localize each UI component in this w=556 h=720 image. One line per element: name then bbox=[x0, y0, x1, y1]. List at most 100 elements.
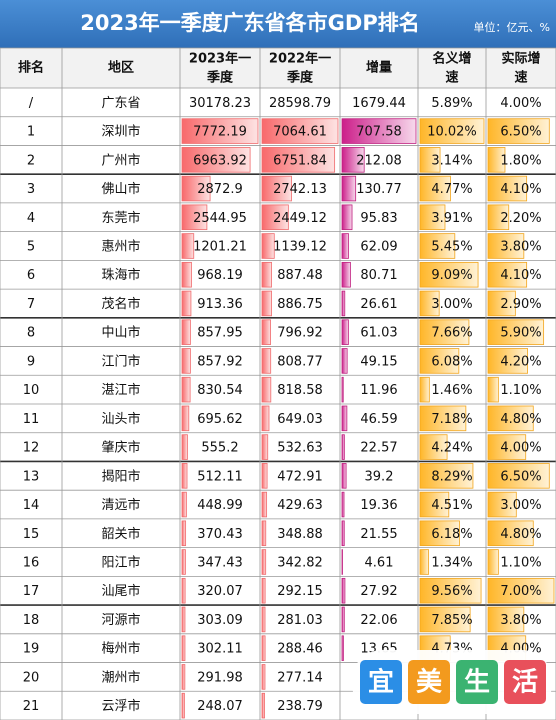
data-bar bbox=[181, 348, 191, 374]
data-bar bbox=[487, 175, 528, 202]
cell: 347.43 bbox=[197, 556, 243, 571]
cell: 3 bbox=[27, 182, 35, 197]
data-bar bbox=[261, 233, 275, 259]
data-bar bbox=[341, 261, 351, 288]
data-bar bbox=[487, 348, 528, 374]
cell: 湛江市 bbox=[101, 382, 140, 398]
header-cell: 名义增 bbox=[432, 51, 471, 67]
cell: 212.08 bbox=[356, 153, 402, 168]
data-bar bbox=[487, 405, 534, 432]
header-cell: 地区 bbox=[108, 60, 134, 76]
cell: 1.10% bbox=[500, 556, 541, 571]
data-bar bbox=[181, 577, 186, 604]
cell: 130.77 bbox=[356, 182, 402, 197]
cell: 429.63 bbox=[277, 498, 323, 513]
cell: 320.07 bbox=[197, 584, 243, 599]
data-bar bbox=[181, 376, 191, 403]
cell: 6751.84 bbox=[273, 153, 327, 168]
data-bar bbox=[181, 606, 186, 633]
data-bar bbox=[341, 491, 345, 518]
cell: 277.14 bbox=[277, 670, 323, 685]
cell: 6.08% bbox=[431, 354, 472, 369]
cell: 11.96 bbox=[360, 383, 397, 398]
cell: 3.00% bbox=[500, 498, 541, 513]
cell: 11 bbox=[23, 412, 40, 427]
cell: 707.58 bbox=[356, 125, 402, 140]
cell: 5.90% bbox=[500, 326, 541, 341]
data-bar bbox=[261, 463, 268, 489]
cell: 2544.95 bbox=[193, 211, 247, 226]
data-bar bbox=[487, 147, 506, 173]
data-bar bbox=[261, 348, 272, 374]
title-bar bbox=[0, 0, 556, 48]
cell: 80.71 bbox=[360, 268, 397, 283]
cell: 4.20% bbox=[500, 354, 541, 369]
cell: 1.10% bbox=[500, 383, 541, 398]
cell: 695.62 bbox=[197, 412, 243, 427]
data-bar bbox=[341, 290, 346, 317]
cell: 3.14% bbox=[431, 153, 472, 168]
data-bar bbox=[341, 606, 345, 633]
cell: 10.02% bbox=[427, 125, 477, 140]
data-bar bbox=[419, 577, 482, 604]
cell: 808.77 bbox=[277, 354, 323, 369]
data-bar bbox=[181, 692, 185, 719]
data-bar bbox=[261, 635, 266, 661]
cell: 21 bbox=[23, 699, 40, 714]
data-bar bbox=[487, 577, 555, 604]
cell: 19.36 bbox=[360, 498, 397, 513]
cell: 东莞市 bbox=[101, 210, 140, 226]
cell: 830.54 bbox=[197, 383, 243, 398]
data-bar bbox=[261, 664, 266, 690]
cell: 95.83 bbox=[360, 211, 397, 226]
data-bar bbox=[341, 233, 349, 259]
cell: 512.11 bbox=[197, 469, 243, 484]
data-bar bbox=[419, 118, 485, 144]
cell: 广州市 bbox=[101, 152, 140, 168]
cell: 6 bbox=[27, 268, 35, 283]
cell: 7.85% bbox=[431, 613, 472, 628]
cell: 27.92 bbox=[360, 584, 397, 599]
cell: 49.15 bbox=[360, 354, 397, 369]
data-bar bbox=[181, 549, 186, 575]
watermark-box bbox=[360, 660, 402, 704]
header-cell: 2022年一 bbox=[269, 51, 331, 67]
cell: 7.00% bbox=[500, 584, 541, 599]
data-bar bbox=[261, 606, 266, 633]
cell: 清远市 bbox=[101, 497, 140, 513]
cell: 913.36 bbox=[197, 297, 243, 312]
header-cell: 速 bbox=[514, 70, 527, 86]
data-bar bbox=[419, 319, 470, 345]
header-cell: 速 bbox=[445, 70, 458, 86]
cell: 2.20% bbox=[500, 211, 541, 226]
cell: 18 bbox=[23, 613, 40, 628]
cell: 4.77% bbox=[431, 182, 472, 197]
cell: 潮州市 bbox=[101, 669, 140, 685]
data-bar bbox=[181, 405, 190, 432]
data-bar bbox=[419, 233, 456, 259]
cell: 4.10% bbox=[500, 268, 541, 283]
cell: 深圳市 bbox=[101, 124, 140, 140]
data-bar bbox=[181, 664, 186, 690]
header-cell: 季度 bbox=[286, 70, 314, 86]
cell: 26.61 bbox=[360, 297, 397, 312]
cell: 22.06 bbox=[360, 613, 397, 628]
data-bar bbox=[181, 635, 186, 661]
cell: 15 bbox=[23, 527, 40, 542]
data-bar bbox=[419, 434, 448, 460]
cell: 河源市 bbox=[101, 612, 140, 628]
data-bar bbox=[341, 348, 348, 374]
cell: 1 bbox=[27, 125, 35, 140]
data-bar bbox=[487, 204, 510, 231]
data-bar bbox=[341, 175, 357, 202]
data-bar bbox=[419, 606, 471, 633]
header-cell: 排名 bbox=[18, 60, 44, 76]
cell: 7064.61 bbox=[273, 125, 327, 140]
cell: 13 bbox=[23, 469, 40, 484]
cell: 2742.13 bbox=[273, 182, 327, 197]
data-bar bbox=[341, 118, 417, 144]
data-bar bbox=[419, 147, 441, 173]
data-bar bbox=[261, 261, 272, 288]
cell: 17 bbox=[23, 584, 40, 599]
cell: 22.57 bbox=[360, 441, 397, 456]
